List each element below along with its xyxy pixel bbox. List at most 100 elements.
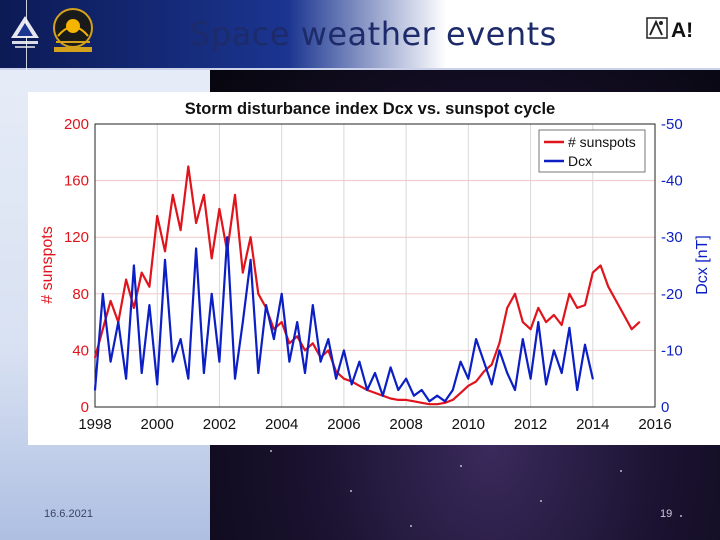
sunspots-point <box>218 208 221 210</box>
chart-title: Storm disturbance index Dcx vs. sunspot … <box>185 100 555 118</box>
y-right-tick-label: -10 <box>661 342 683 359</box>
sunspots-point <box>358 384 361 387</box>
sunspots-point <box>506 307 509 309</box>
sunspots-point <box>389 397 392 400</box>
x-tick-label: 2002 <box>203 416 236 433</box>
plot-area <box>94 123 656 408</box>
sunspots-point <box>638 321 641 323</box>
sunspots-point <box>529 328 532 331</box>
dcx-point <box>257 372 260 374</box>
dcx-point <box>366 389 369 391</box>
sunspots-point <box>148 285 151 288</box>
sunspots-point <box>203 193 205 196</box>
sunspots-point <box>273 328 275 331</box>
dcx-sunspot-chart: Storm disturbance index Dcx vs. sunspot … <box>39 100 711 433</box>
dcx-point <box>475 338 477 340</box>
x-tick-label: 2006 <box>327 416 360 433</box>
dcx-point <box>459 360 462 363</box>
dcx-point <box>179 338 182 340</box>
y-right-tick-label: -30 <box>661 229 683 246</box>
dcx-point <box>241 321 244 323</box>
sunspots-point <box>459 392 462 394</box>
dcx-point <box>125 377 127 380</box>
observatory-logo-icon <box>11 16 39 48</box>
axis-ticks: 1998 2000 2002 2004 2006 2008 2010 2012 2014 2016… <box>64 116 683 433</box>
y-right-tick-label: -50 <box>661 116 683 133</box>
sunspots-point <box>187 165 190 168</box>
sunspots-point <box>436 403 439 406</box>
sunspots-point <box>280 321 283 323</box>
sunspots-point <box>304 349 306 352</box>
sunspots-point <box>498 342 501 345</box>
sunspots-point <box>234 193 236 196</box>
dcx-point <box>521 338 524 340</box>
dcx-point <box>94 389 96 391</box>
y-right-tick-label: -40 <box>661 173 683 190</box>
dcx-point <box>296 321 299 323</box>
sunspots-point <box>521 321 524 323</box>
dcx-point <box>109 360 112 363</box>
x-tick-label: 2014 <box>576 416 609 433</box>
sunspots-point <box>164 250 166 253</box>
chart-legend: # sunspots Dcx <box>538 129 646 173</box>
y-left-tick-label: 80 <box>72 286 89 303</box>
footer-date: 16.6.2021 <box>44 508 93 520</box>
sunspots-point <box>257 292 260 295</box>
dcx-point <box>210 292 213 295</box>
dcx-point <box>498 349 501 352</box>
dcx-point <box>381 394 384 397</box>
x-tick-label: 2016 <box>638 416 671 433</box>
dcx-point <box>327 338 330 340</box>
sunspots-point <box>109 300 112 302</box>
dcx-point <box>413 394 415 397</box>
dcx-point <box>195 247 198 250</box>
x-tick-label: 1998 <box>78 416 111 433</box>
y-axis-left-label: # sunspots <box>39 226 56 303</box>
sunspots-point <box>623 314 625 316</box>
y-right-tick-label: -20 <box>661 286 683 303</box>
slide-header <box>0 0 720 68</box>
sunspots-point <box>630 328 633 331</box>
dcx-point <box>428 400 431 403</box>
dcx-point <box>397 389 400 391</box>
legend-label-sunspots: # sunspots <box>568 134 636 150</box>
sunspots-point <box>288 342 291 345</box>
sunspots-point <box>156 215 159 217</box>
dcx-point <box>273 338 275 340</box>
sunspots-point <box>420 401 423 404</box>
dcx-series <box>93 236 594 403</box>
dcx-point <box>451 389 454 391</box>
y-axis-right-label: Dcx [nT] <box>694 235 711 295</box>
dcx-point <box>265 304 267 306</box>
sunspots-point <box>125 278 127 281</box>
sunspots-point <box>374 392 376 394</box>
sunspots-point <box>584 304 586 306</box>
dcx-point <box>560 372 563 374</box>
dcx-point <box>187 377 190 380</box>
dcx-point <box>335 377 337 380</box>
dcx-point <box>591 377 594 380</box>
sunspots-point <box>483 370 485 373</box>
y-left-tick-label: 0 <box>81 399 89 416</box>
dcx-point <box>405 377 407 380</box>
sunspots-point <box>101 328 104 331</box>
dcx-point <box>358 360 361 363</box>
footer-page-number: 19 <box>660 508 673 520</box>
sunspots-point <box>568 292 571 295</box>
sunspots-point <box>560 324 563 326</box>
chart-panel: Storm disturbance index Dcx vs. sunspot … <box>28 92 720 445</box>
x-tick-label: 2004 <box>265 416 298 433</box>
dcx-point <box>117 321 120 323</box>
dcx-point <box>514 389 516 391</box>
sunspots-point <box>514 292 516 295</box>
dcx-point <box>568 326 571 329</box>
x-tick-label: 2012 <box>514 416 547 433</box>
dcx-point <box>553 349 555 352</box>
dcx-point <box>133 264 135 267</box>
sunspots-point <box>553 314 555 316</box>
sunspots-point <box>467 384 470 387</box>
sunspots-line <box>93 165 641 406</box>
legend-box <box>538 129 646 173</box>
sunspots-point <box>490 363 493 366</box>
y-right-tick-label: 0 <box>661 399 669 416</box>
